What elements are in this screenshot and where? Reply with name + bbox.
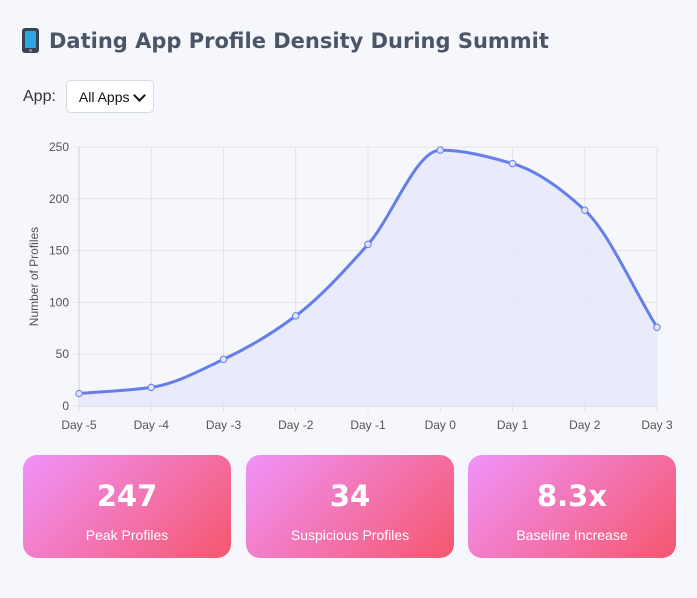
- y-tick-label: 100: [49, 295, 69, 309]
- x-tick-label: Day -4: [134, 418, 170, 432]
- x-tick-label: Day 2: [569, 418, 601, 432]
- app-filter-label: App:: [23, 87, 56, 105]
- x-tick-label: Day -2: [278, 418, 314, 432]
- series-line: [78, 148, 659, 396]
- page-title: Dating App Profile Density During Summit: [22, 28, 549, 53]
- y-tick-label: 250: [49, 140, 69, 154]
- series-area: [79, 150, 657, 406]
- data-point: [219, 355, 228, 364]
- data-point: [436, 146, 444, 154]
- data-point: [147, 383, 155, 392]
- x-tick-label: Day 3: [641, 418, 673, 432]
- data-point: [581, 206, 589, 214]
- stat-card-peak: 247 Peak Profiles: [23, 455, 231, 558]
- stat-label: Peak Profiles: [85, 527, 169, 543]
- data-point: [292, 312, 300, 320]
- data-point: [653, 323, 661, 331]
- app-select[interactable]: All Apps: [65, 80, 154, 113]
- mobile-phone-icon: [22, 28, 39, 53]
- stat-card-suspicious: 34 Suspicious Profiles: [246, 455, 454, 558]
- profile-density-chart: 0 50 100 150 200 250 Day -5 Day -4 Day -3 Day -2 D…: [27, 140, 673, 432]
- x-tick-label: Day -5: [61, 418, 97, 432]
- data-point: [364, 240, 372, 249]
- data-point: [75, 389, 83, 398]
- stat-card-baseline: 8.3x Baseline Increase: [468, 455, 676, 558]
- x-tick-label: Day 0: [425, 418, 457, 432]
- y-tick-label: 0: [62, 399, 69, 413]
- stat-value: 8.3x: [536, 479, 608, 513]
- x-tick-label: Day 1: [497, 418, 529, 432]
- chevron-down-icon: [133, 89, 146, 102]
- page-title-text: Dating App Profile Density During Summit: [49, 28, 549, 53]
- x-tick-label: Day -1: [350, 418, 386, 432]
- y-axis-title: Number of Profiles: [27, 227, 41, 326]
- app-filter: App: All Apps: [23, 80, 154, 113]
- stat-value: 34: [329, 479, 371, 513]
- y-tick-label: 200: [49, 192, 69, 206]
- stat-label: Baseline Increase: [516, 527, 628, 543]
- x-tick-label: Day -3: [206, 418, 242, 432]
- app-select-value: All Apps: [78, 88, 130, 105]
- y-tick-label: 50: [56, 347, 70, 361]
- stat-label: Suspicious Profiles: [290, 527, 410, 543]
- y-tick-label: 150: [49, 244, 69, 258]
- stat-value: 247: [96, 479, 158, 513]
- data-point: [508, 159, 517, 168]
